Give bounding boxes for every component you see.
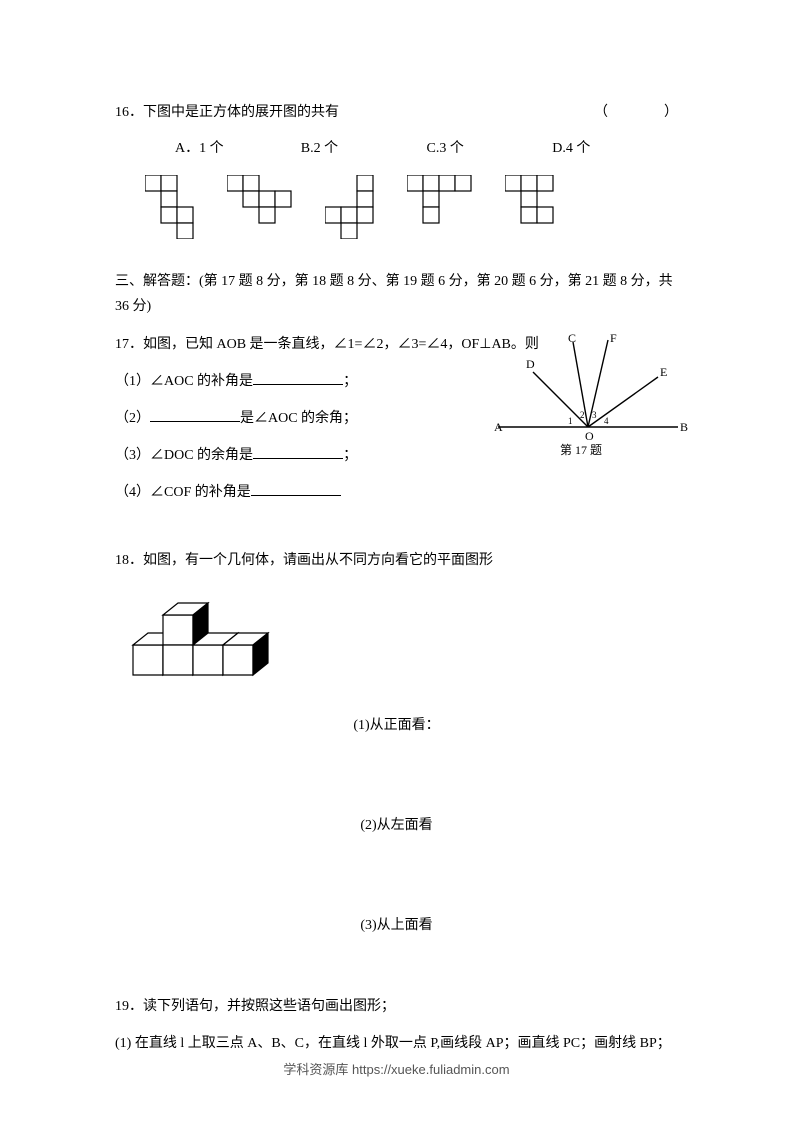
q17-p2a: （2） — [115, 411, 150, 426]
q16-paren: （ ） — [594, 100, 678, 125]
q17-p1b: ； — [343, 374, 357, 389]
section3-heading: 三、解答题：(第 17 题 8 分，第 18 题 8 分、第 19 题 6 分，… — [115, 269, 678, 319]
q18-view2: (2)从左面看 — [115, 814, 678, 834]
q17-p1a: （1）∠AOC 的补角是 — [115, 374, 253, 389]
label-D: D — [526, 357, 535, 371]
cube-net-5 — [505, 175, 569, 239]
label-E: E — [660, 365, 667, 379]
q18-view3: (3)从上面看 — [115, 914, 678, 934]
q18-stem: 18．如图，有一个几何体，请画出从不同方向看它的平面图形 — [115, 548, 678, 573]
page: 16．下图中是正方体的展开图的共有 （ ） A．1 个 B.2 个 C.3 个 … — [0, 0, 793, 1108]
label-O: O — [585, 429, 594, 443]
cube-nets-row — [115, 175, 678, 239]
q18-view1: (1)从正面看： — [115, 714, 678, 734]
choice-c: C.3 个 — [427, 137, 553, 157]
q18-solid-figure — [123, 585, 678, 700]
cube-net-2 — [227, 175, 307, 239]
spacer — [115, 518, 678, 548]
q16-stem: 下图中是正方体的展开图的共有 — [143, 105, 339, 120]
label-4: 4 — [604, 416, 609, 426]
choice-d: D.4 个 — [552, 137, 678, 157]
footer: 学科资源库 https://xueke.fuliadmin.com — [0, 1059, 793, 1078]
label-3: 3 — [592, 410, 597, 420]
blank — [150, 407, 240, 422]
q17-p4a: （4）∠COF 的补角是 — [115, 485, 251, 500]
q17-block: 17．如图，已知 AOB 是一条直线，∠1=∠2，∠3=∠4，OF⊥AB。则 （… — [115, 332, 678, 506]
label-C: C — [568, 332, 576, 345]
q16-stem-row: 16．下图中是正方体的展开图的共有 （ ） — [115, 100, 678, 125]
cube-net-3 — [325, 175, 389, 239]
choice-a: A．1 个 — [175, 137, 301, 157]
label-A: A — [494, 420, 503, 434]
blank — [251, 481, 341, 496]
q17-p3b: ； — [343, 448, 357, 463]
q16-text: 16．下图中是正方体的展开图的共有 — [115, 100, 339, 125]
q17-p2b: 是∠AOC 的余角； — [240, 411, 357, 426]
label-2: 2 — [580, 410, 585, 420]
q17-part4: （4）∠COF 的补角是 — [115, 480, 678, 505]
label-F: F — [610, 332, 617, 345]
q17-p3a: （3）∠DOC 的余角是 — [115, 448, 253, 463]
q19-stem: 19．读下列语句，并按照这些语句画出图形； — [115, 994, 678, 1019]
q17-caption: 第 17 题 — [560, 443, 602, 457]
q17-diagram: A B D C F E O 1 2 3 4 第 17 题 — [488, 332, 688, 467]
choice-b: B.2 个 — [301, 137, 427, 157]
blank — [253, 444, 343, 459]
q19-part1: (1) 在直线 l 上取三点 A、B、C，在直线 l 外取一点 P,画线段 AP… — [115, 1031, 678, 1056]
label-1: 1 — [568, 416, 573, 426]
q16-choices: A．1 个 B.2 个 C.3 个 D.4 个 — [115, 137, 678, 157]
blank — [253, 370, 343, 385]
label-B: B — [680, 420, 688, 434]
cube-net-1 — [145, 175, 209, 239]
cube-net-4 — [407, 175, 487, 239]
q16-number: 16． — [115, 105, 143, 120]
